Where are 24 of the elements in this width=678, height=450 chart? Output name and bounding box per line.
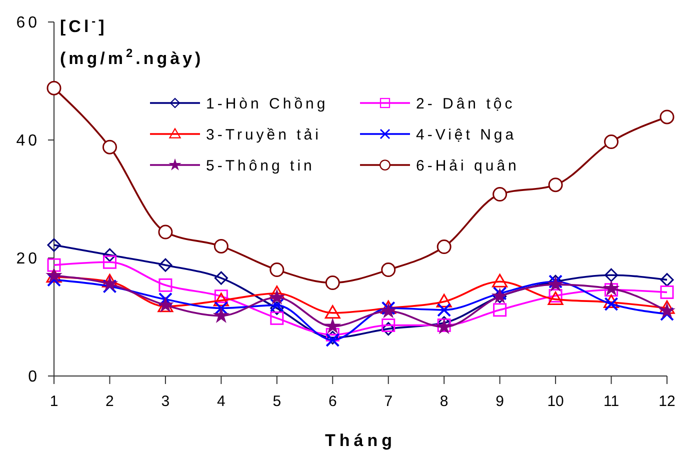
x-tick-label: 7 [384, 393, 393, 410]
x-tick-label: 9 [496, 393, 504, 410]
x-axis-title: Tháng [325, 431, 396, 450]
x-tick-label: 5 [272, 393, 282, 410]
x-tick-label: 6 [328, 393, 337, 410]
x-tick-label: 11 [603, 393, 620, 410]
x-tick-label: 1 [50, 393, 58, 410]
x-tick-label: 12 [658, 393, 676, 410]
legend-label: 1-Hòn Chồng [206, 95, 328, 112]
x-tick-label: 10 [547, 393, 564, 410]
y-tick-label: 60 [16, 14, 40, 32]
y-axis-title: [Cl$^{-}$] (mg/m$^{2}$.ngày) [60, 14, 204, 68]
y-tick-label: 20 [16, 250, 40, 268]
x-tick-label: 2 [106, 393, 114, 410]
legend-label: 3-Truyền tải [206, 126, 322, 144]
y-tick-label: 40 [16, 132, 40, 150]
x-tick-label: 8 [440, 393, 448, 410]
legend-label: 5-Thông tin [206, 157, 315, 174]
y-tick-label: 0 [28, 368, 40, 386]
legend-label: 2- Dân tộc [416, 95, 516, 112]
x-tick-label: 4 [217, 393, 226, 410]
legend-label: 6-Hải quân [416, 157, 520, 174]
legend-label: 4-Việt Nga [416, 126, 517, 144]
x-tick-label: 3 [161, 393, 170, 410]
